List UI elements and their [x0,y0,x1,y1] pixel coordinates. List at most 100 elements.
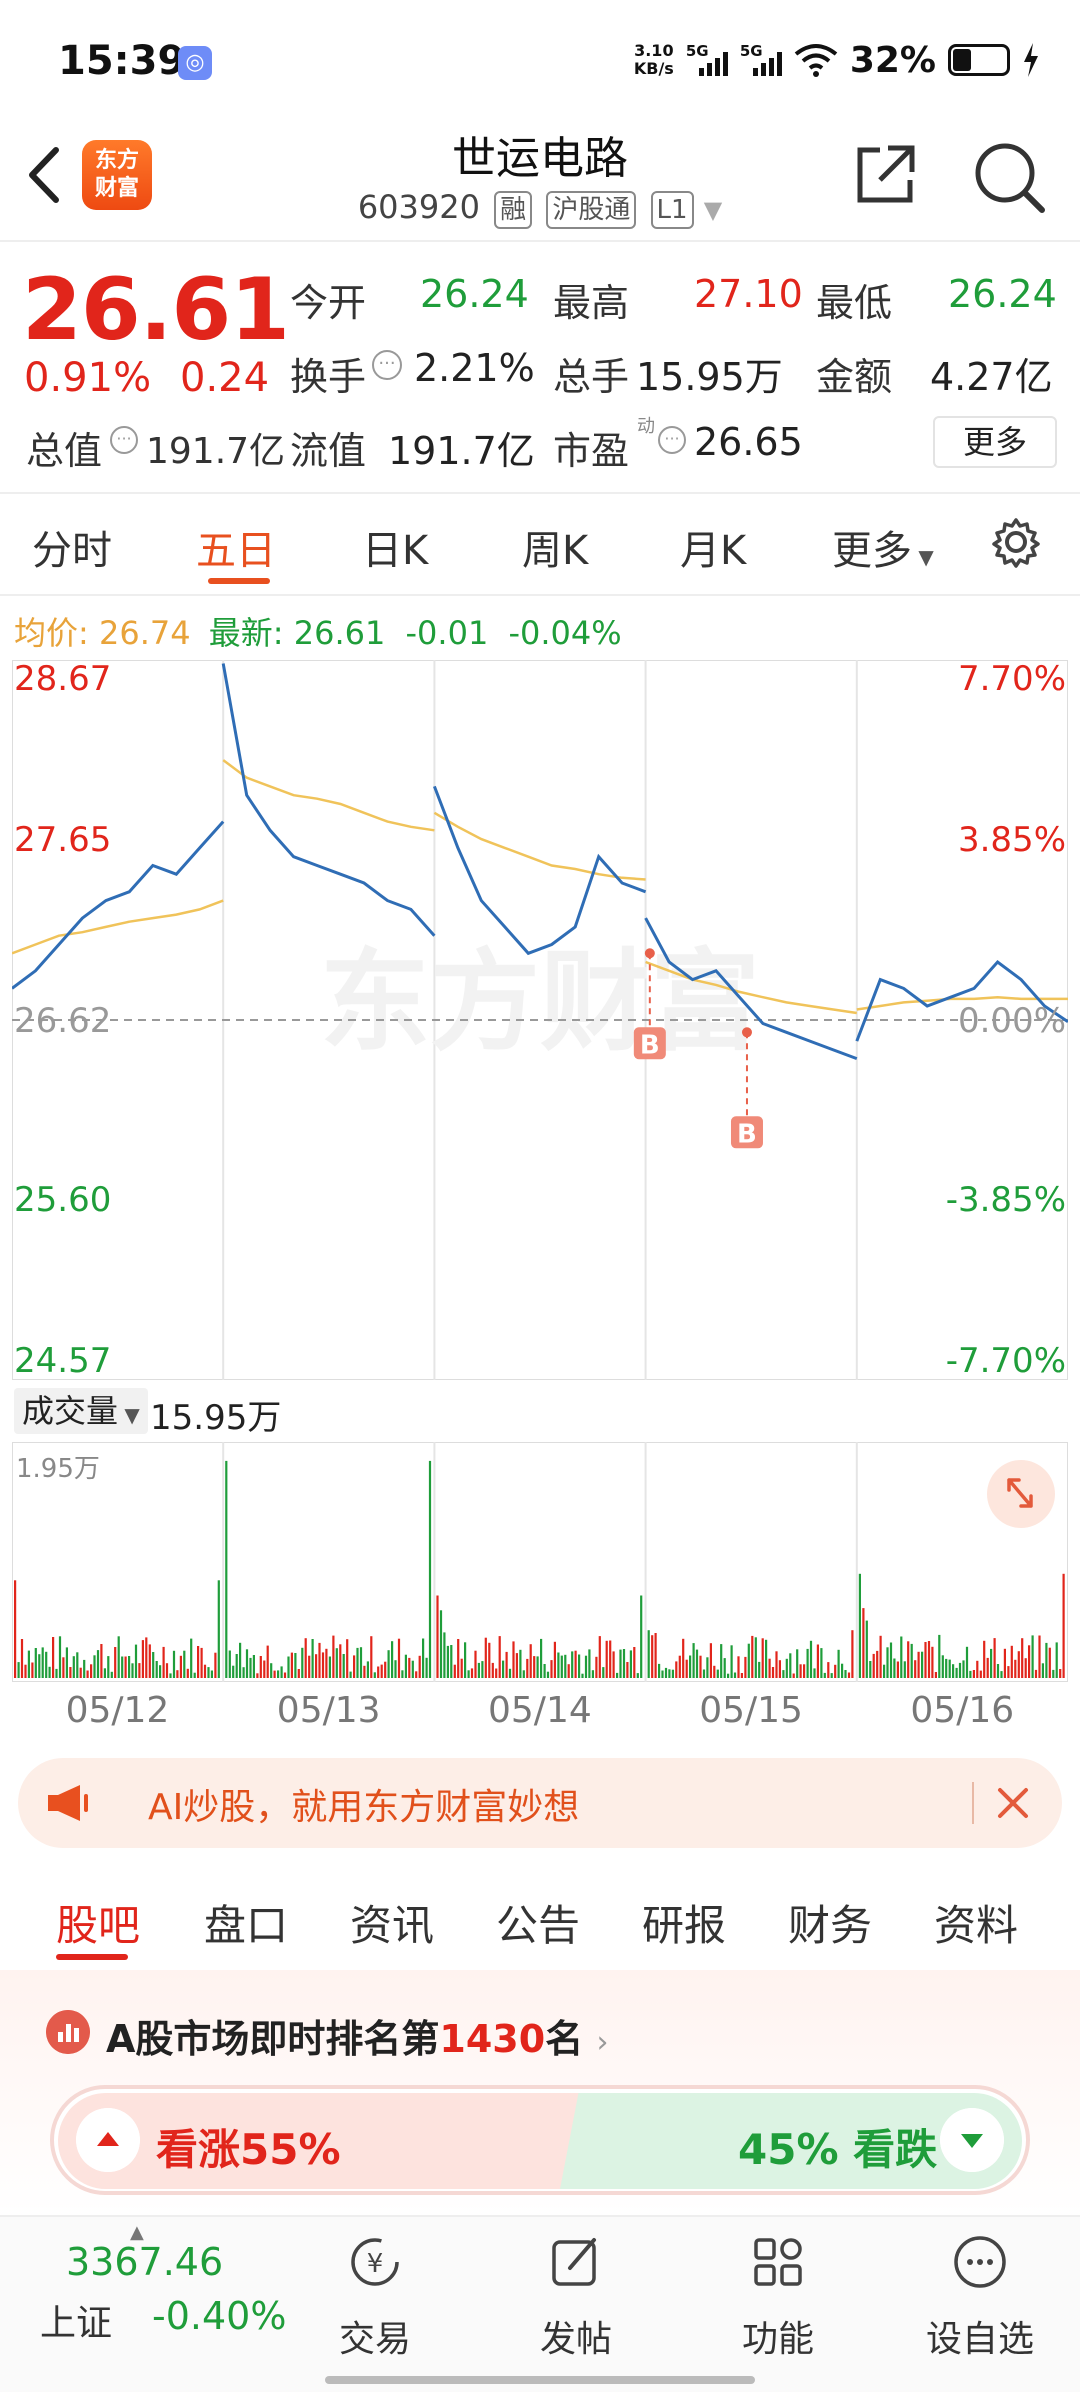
volume-bar [661,1670,664,1678]
search-icon[interactable] [970,138,1050,218]
volume-bar [883,1664,886,1678]
dropdown-triangle-icon: ▼ [703,196,723,224]
index-name[interactable]: 上证 [40,2303,113,2344]
volume-bar [446,1645,449,1678]
close-icon[interactable] [988,1778,1038,1828]
home-indicator[interactable] [325,2376,755,2384]
volume-bar [671,1669,674,1678]
y-axis-tick-left: 26.62 [14,1001,111,1041]
volume-bar [17,1662,20,1678]
volume-bar [605,1640,608,1678]
vote-up-icon[interactable] [76,2108,140,2172]
volume-chart[interactable] [12,1442,1068,1682]
volume-bar [626,1662,629,1678]
nav-functions[interactable]: 功能 [708,2232,848,2362]
volume-bar [789,1653,792,1678]
vote-up-label[interactable]: 看涨55% [156,2125,341,2174]
volume-bar [553,1641,556,1678]
volume-bar [851,1630,854,1678]
float-value-label: 流值 [290,429,367,473]
ai-banner[interactable] [18,1758,1062,1848]
series-line-avg [433,811,646,881]
tab-announcements[interactable]: 公告 [496,1901,581,1950]
total-value-label: 总值 [26,429,103,473]
volume-bar [1048,1647,1051,1678]
volume-bar [55,1668,58,1678]
tab-more[interactable]: 更多 ▼ [832,528,934,574]
volume-bar [103,1668,106,1678]
buy-mark-point [644,948,655,959]
volume-bar [457,1639,460,1678]
volume-bar [418,1655,421,1678]
volume-bar [387,1650,390,1678]
nav-post[interactable]: 发帖 [506,2232,646,2362]
volume-bar [277,1670,280,1678]
tab-finance[interactable]: 财务 [788,1901,873,1950]
volume-bar [41,1647,44,1678]
ai-banner-text[interactable]: AI炒股，就用东方财富妙想 [148,1787,580,1828]
volume-bar [214,1652,217,1678]
total-value: 191.7亿 [146,431,286,472]
volume-bar [893,1658,896,1678]
nav-trade[interactable]: ¥ 交易 [305,2232,445,2362]
volume-bar [491,1662,494,1678]
share-icon[interactable] [850,140,920,210]
tab-daily-k[interactable]: 日K [362,528,429,574]
volume-selector[interactable]: 成交量 ▼ [14,1388,148,1434]
tab-forum[interactable]: 股吧 [56,1901,141,1950]
high-value: 27.10 [694,272,803,316]
vote-up-area[interactable] [58,2093,598,2189]
y-axis-tick-left: 28.67 [14,660,111,699]
latest-pct: -0.04% [508,614,622,652]
expand-icon[interactable] [987,1460,1055,1528]
volume-bar [564,1654,567,1678]
volume-bar [737,1656,740,1678]
index-change[interactable]: -0.40% [152,2294,287,2338]
vote-down-icon[interactable] [940,2108,1004,2172]
tab-profile[interactable]: 资料 [934,1901,1019,1950]
volume-bar [467,1670,470,1678]
volume-bar [107,1656,110,1678]
volume-bar [193,1672,196,1678]
volume-bar [730,1645,733,1678]
volume-bar [685,1659,688,1678]
volume-bar [609,1640,612,1678]
volume-bar [259,1656,262,1678]
volume-bar [647,1630,650,1678]
settings-gear-icon[interactable] [990,516,1042,568]
brand-logo[interactable]: 东方 财富 [82,140,152,210]
volume-bar [411,1660,414,1678]
volume-bar [515,1653,518,1678]
price-chart[interactable]: 东方财富 B B 28.67 7.70% 27.65 3.85% 26.62 0.00% 25… [12,660,1068,1380]
volume-bar [20,1639,24,1678]
tab-intraday[interactable]: 分时 [32,528,112,574]
volume-bar [498,1636,501,1678]
info-icon[interactable]: ··· [110,426,138,454]
info-icon[interactable]: ··· [658,426,686,454]
more-button[interactable]: 更多 [933,416,1057,468]
tab-weekly-k[interactable]: 周K [522,528,589,574]
back-arrow-icon[interactable] [20,140,70,210]
volume-bar [622,1649,626,1678]
turnover-label: 换手 [290,355,367,399]
tab-news[interactable]: 资讯 [350,1901,435,1950]
vote-down-label[interactable]: 45% 看跌 [738,2125,938,2174]
rank-text[interactable]: A股市场即时排名第1430名 › [106,2017,609,2061]
y-axis-tick-left: 27.65 [14,820,111,860]
y-axis-tick-right: -3.85% [946,1180,1066,1220]
volume-bar [356,1647,359,1678]
tab-five-day[interactable]: 五日 [196,528,276,574]
volume-bar [996,1664,1000,1678]
stock-code-row[interactable]: 603920 融 沪股通 L1 ▼ [0,188,1080,229]
volume-bar [363,1665,366,1678]
tab-research[interactable]: 研报 [642,1901,727,1950]
info-icon[interactable]: ··· [372,350,402,380]
index-value[interactable]: 3367.46 [66,2240,224,2284]
volume-bar [366,1661,369,1678]
volume-bar [668,1669,671,1678]
tab-orderbook[interactable]: 盘口 [204,1901,289,1950]
volume-bar [332,1635,335,1678]
nav-add-watchlist[interactable]: 设自选 [910,2232,1050,2362]
tab-monthly-k[interactable]: 月K [680,528,747,574]
latest-value: 26.61 [293,614,386,652]
